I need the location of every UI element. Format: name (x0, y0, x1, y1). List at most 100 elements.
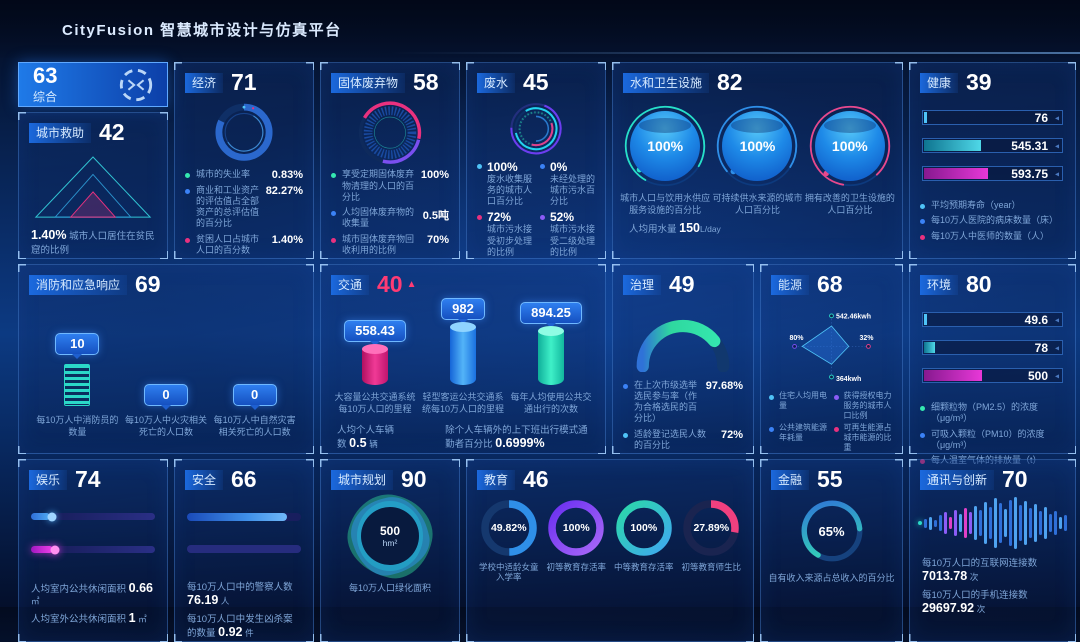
panel-finance[interactable]: 金融 55 65% 自有收入来源占总收入的百分比 (760, 459, 903, 642)
legend-item: 城市的失业率 0.83% (175, 167, 313, 183)
stat-unit: 辆 (369, 439, 378, 449)
panel-rescue[interactable]: 城市救助 42 1.40% 城市人口居住在贫民窟的比例 (18, 112, 168, 259)
panel-health[interactable]: 健康 39 76 545.31 593.75 平均预期寿命（year） 每10万… (909, 62, 1076, 259)
composite-text: 63 综合 (33, 64, 57, 104)
panel-economy[interactable]: 经济 71 城市的失业率 0.83% 商业和工业资产的评估值占全部资产的总评估值… (174, 62, 314, 259)
stat-unit: 人 (220, 596, 230, 606)
panel-title: 娱乐 (29, 469, 68, 490)
energy-radar-chart: 542.46kwh 80% 32% 364kwh (789, 313, 874, 382)
panel-title: 固体废弃物 (331, 72, 406, 93)
energy-legend: 住宅人均用电量 获得授权电力服务的城市人口比例 公共建筑能源年耗量 可再生能源占… (761, 391, 902, 453)
cylinder-stat: 894.25 每年人均使用公共交通出行的次数 (507, 298, 595, 416)
stat-line: 每10万人口中的警察人数 76.19 人 (175, 577, 313, 609)
stat-unit: ㎡ (138, 614, 147, 624)
legend-dot (477, 164, 482, 169)
ring-value: 100% (562, 522, 590, 534)
panel-score: 80 (966, 271, 992, 297)
panel-solid-waste[interactable]: 固体废弃物 58 享受定期固体废弃物清理的人口的百分比 100% 人均固体废弃物… (320, 62, 460, 259)
panel-energy[interactable]: 能源 68 542.46kwh 80% 32% 364kwh 住宅人均用电量 获… (760, 264, 903, 454)
panel-header: 城市规划 90 (321, 460, 459, 493)
wave-bar (1009, 500, 1012, 546)
stat-label: 每10万人中火灾相关死亡的人口数 (125, 415, 208, 437)
donut-ring (548, 500, 604, 556)
stat-value: 76.19 (187, 593, 219, 607)
wave-bar (1039, 511, 1042, 535)
panel-safety[interactable]: 安全 66 每10万人口中的警察人数 76.19 人 每10万人口中发生凶杀案的… (174, 459, 314, 642)
stat-value: 29697.92 (922, 601, 975, 615)
app-header: CityFusion 智慧城市设计与仿真平台 (0, 0, 1080, 58)
bar-row: 49.6 (922, 312, 1063, 327)
legend-dot (185, 237, 190, 243)
legend-dot (920, 432, 925, 438)
stat-unit: ㎡ (31, 596, 40, 606)
gauge-value: 100% (831, 138, 868, 154)
panel-header: 环境 80 (910, 265, 1075, 298)
panel-urban-planning[interactable]: 城市规划 90 500 hm² 每10万人口绿化面积 (320, 459, 460, 642)
wave-bar (1014, 497, 1017, 549)
wave-bar (1034, 504, 1037, 542)
health-bars: 76 545.31 593.75 (910, 96, 1075, 198)
bar-fill (924, 370, 983, 381)
legend-value: 0.83% (271, 168, 303, 181)
economy-donut-chart (215, 103, 273, 161)
panel-score: 74 (75, 466, 101, 492)
ring-stat: 100% 中等教育存活率 (610, 499, 678, 582)
entertainment-sliders (19, 493, 167, 579)
wave-bar (1054, 511, 1057, 535)
panel-score: 82 (717, 69, 743, 95)
panel-traffic[interactable]: 交通 40 ▲ 558.43 大容量公共交通系统每10万人口的里程 982 轻型… (320, 264, 606, 454)
value-bubble: 894.25 (520, 302, 582, 324)
legend-item: 细颗粒物（PM2.5）的浓度（μg/m³） (910, 400, 1075, 427)
slider-handle (47, 512, 57, 521)
legend-value: 1.40% (271, 233, 303, 246)
legend-dot (185, 188, 190, 194)
wave-bar (924, 518, 927, 528)
panel-fire-emergency[interactable]: 消防和应急响应 69 10 每10万人中消防员的数量 0 每10万人中火灾相关死… (18, 264, 314, 454)
legend-label: 住宅人均用电量 (779, 391, 827, 410)
gauge-value: 100% (647, 138, 684, 154)
legend-label: 未经处理的城市污水百分比 (550, 173, 596, 207)
donut-ring (683, 500, 739, 556)
panel-wastewater[interactable]: 废水 45 100% 废水收集服务的城市人口百分比 0% 未经处理的城市污水百分… (466, 62, 606, 259)
panel-water-sanitation[interactable]: 水和卫生设施 82 100% 城市人口与饮用水供应服务设施的百分比 (612, 62, 903, 259)
panel-entertainment[interactable]: 娱乐 74 人均室内公共休闲面积 0.66 ㎡ 人均室外公共休闲面积 1 ㎡ (18, 459, 168, 642)
legend-label: 商业和工业资产的评估值占全部资产的总评估值的百分比 (196, 184, 260, 229)
stat-line: 每10万人口的互联网连接数 7013.78 次 (910, 553, 1075, 585)
chart-caption: 每10万人口绿化面积 (348, 583, 431, 593)
panel-header: 经济 71 (175, 63, 313, 96)
legend-dot (477, 214, 482, 220)
finance-gauge: 65% 自有收入来源占总收入的百分比 (761, 493, 902, 584)
stat-value: 7013.78 (922, 569, 968, 583)
panel-education[interactable]: 教育 46 49.82% 学校中适龄女童入学率 (466, 459, 754, 642)
legend-item: 商业和工业资产的评估值占全部资产的总评估值的百分比 82.27% (175, 183, 313, 232)
legend-item: 在上次市级选举选民参与率（作为合格选民的百分比） 97.68% (613, 378, 753, 427)
value-bubble: 0 (232, 384, 277, 406)
panel-title: 水和卫生设施 (623, 72, 710, 93)
environment-bars: 49.6 78 500 (910, 298, 1075, 400)
bar-row: 76 (922, 110, 1063, 125)
liquid-fill: 100% (814, 111, 885, 181)
legend-item: 公共建筑能源年耗量 (769, 423, 830, 453)
panel-title: 交通 (331, 274, 370, 295)
wave-bar (929, 516, 932, 530)
panel-communication[interactable]: 通讯与创新 70 每10万人口的互联网连接数 7013.78 次 每10万人口的… (909, 459, 1076, 642)
panel-score: 49 (669, 271, 695, 297)
stat-value: 1.40% (31, 228, 67, 242)
traffic-cylinders: 558.43 大容量公共交通系统每10万人口的里程 982 轻型客运公共交通系统… (321, 298, 605, 416)
legend-label: 可再生能源占城市能源的比重 (843, 423, 892, 452)
bar-fill (924, 342, 936, 353)
panel-environment[interactable]: 环境 80 49.6 78 500 细颗粒物（PM2.5）的浓度（μg/m³） … (909, 264, 1076, 465)
slider-fill (31, 545, 60, 554)
legend-dot (331, 211, 336, 216)
bar-row: 78 (922, 340, 1063, 355)
panel-governance[interactable]: 治理 49 在上次市级选举选民参与率（作为合格选民的百分比） 97.68% 适龄… (612, 264, 754, 454)
stat-line: 除个人车辆外的上下班出行模式通勤者百分比 0.6999% (433, 420, 601, 452)
stat-label: 城市人口居住在贫民窟的比例 (31, 231, 155, 256)
liquid-fill: 100% (630, 111, 701, 181)
gauge-value: 65% (818, 523, 845, 539)
panel-header: 消防和应急响应 69 (19, 265, 313, 298)
panel-composite[interactable]: 63 综合 (18, 62, 168, 107)
cylinder-bar (362, 344, 388, 385)
ring-stat: 49.82% 学校中适龄女童入学率 (475, 499, 543, 582)
legend-dot (540, 214, 545, 220)
